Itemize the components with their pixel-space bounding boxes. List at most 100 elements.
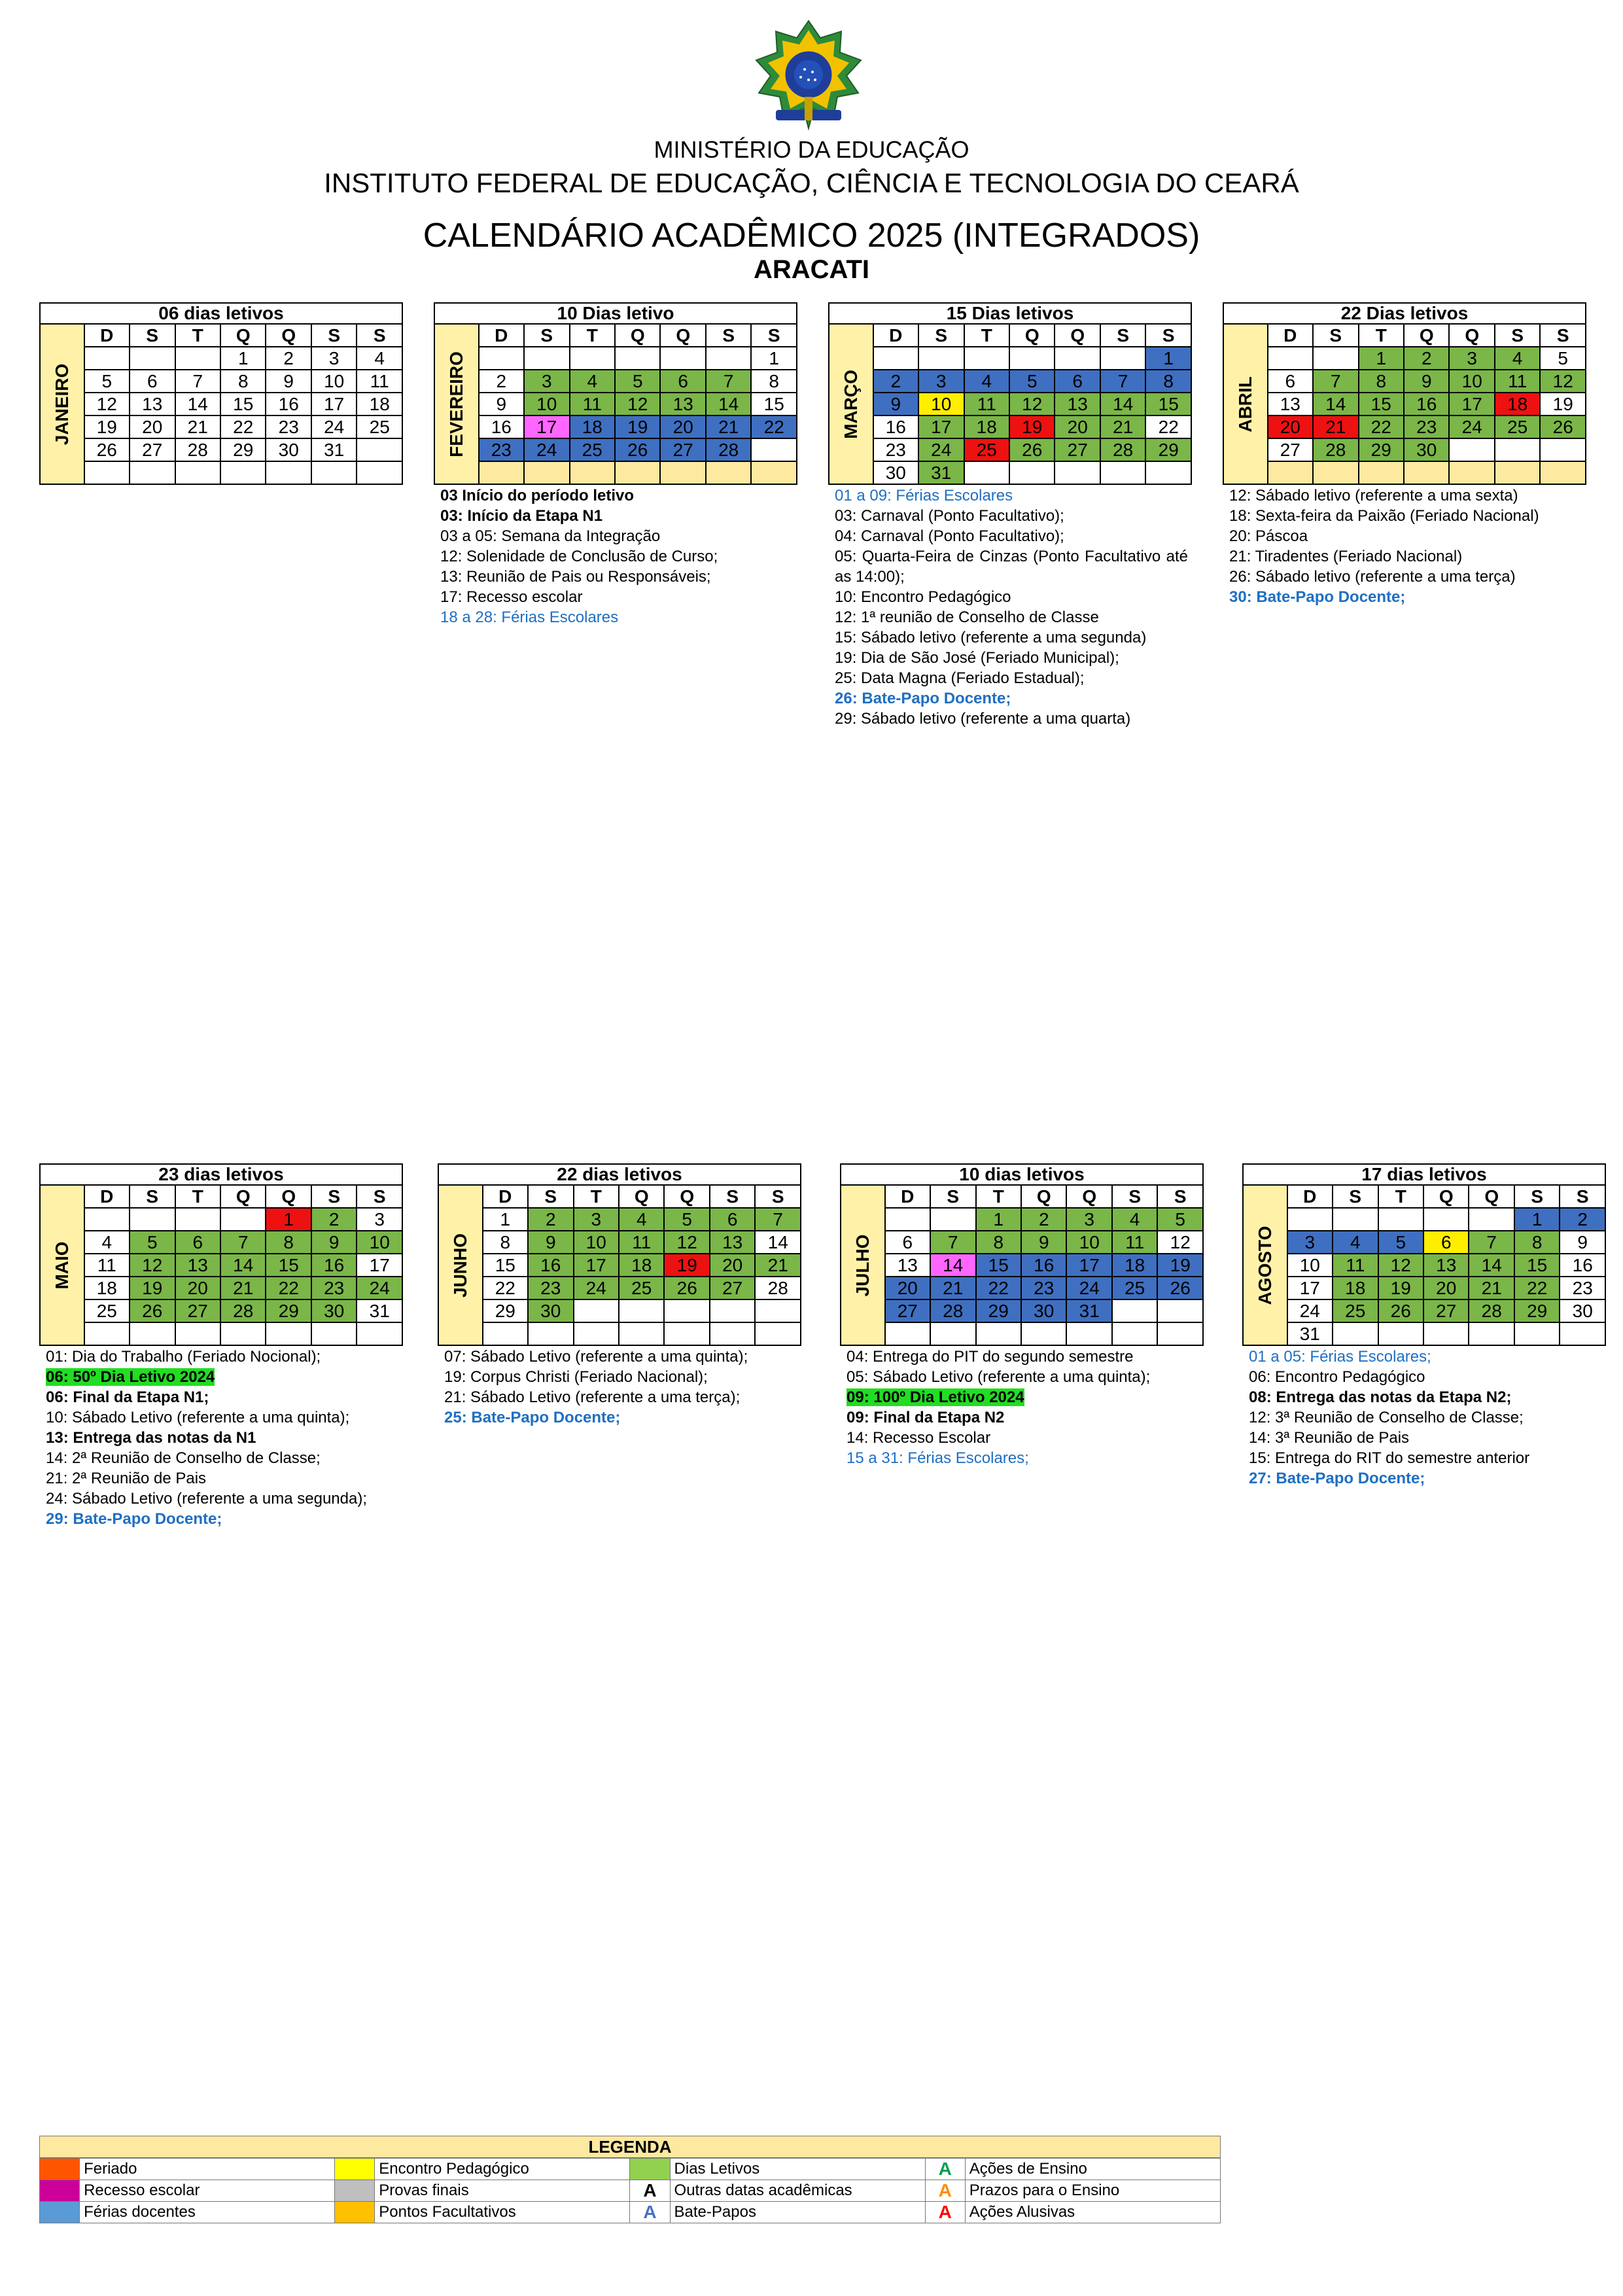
calendar-note: 03 Início do período letivo (440, 487, 635, 504)
day-cell: 11 (1332, 1253, 1379, 1277)
weekday-header: Q (1054, 323, 1101, 347)
month-name-label: JULHO (852, 1234, 873, 1296)
legend-label: Provas finais (374, 2180, 631, 2202)
day-cell: 27 (174, 1299, 221, 1323)
empty-cell (884, 1207, 932, 1231)
day-cell: 20 (174, 1276, 221, 1300)
day-cell: 16 (872, 415, 920, 439)
legend-label: Ações de Ensino (964, 2158, 1221, 2180)
empty-cell (310, 461, 358, 485)
weekday-header: Q (1403, 323, 1450, 347)
calendar-note: 15 a 31: Férias Escolares; (846, 1449, 1029, 1467)
calendar-note: 06: Encontro Pedagógico (1249, 1368, 1425, 1386)
day-cell: 22 (265, 1276, 312, 1300)
weekday-header: Q (659, 323, 707, 347)
day-cell: 14 (754, 1230, 801, 1254)
calendar-note: 14: 2ª Reunião de Conselho de Classe; (46, 1449, 321, 1467)
institute-title: INSTITUTO FEDERAL DE EDUCAÇÃO, CIÊNCIA E… (324, 168, 1299, 198)
empty-cell (1145, 461, 1192, 485)
day-cell: 22 (1357, 415, 1405, 439)
month-name: AGOSTO (1242, 1184, 1287, 1346)
day-cell: 23 (872, 438, 920, 462)
day-cell: 28 (930, 1299, 977, 1323)
empty-cell (1066, 1322, 1113, 1346)
day-cell: 20 (1054, 415, 1101, 439)
weekday-header: T (1357, 323, 1405, 347)
month-block-abril: 22 Dias letivos ABRIL D S T Q Q S S 1 2 3 4 5 6 7 8 9 10 11… (1223, 302, 1586, 485)
legend-label: Dias Letivos (669, 2158, 926, 2180)
empty-cell (1539, 461, 1586, 485)
day-cell: 5 (614, 369, 661, 393)
weekday-header: T (174, 323, 221, 347)
empty-cell (1312, 461, 1359, 485)
day-cell: 4 (83, 1230, 131, 1254)
empty-cell (1422, 1207, 1470, 1231)
day-cell: 9 (478, 392, 525, 416)
day-cell: 23 (310, 1276, 358, 1300)
empty-cell (884, 1322, 932, 1346)
empty-cell (219, 461, 267, 485)
month-name: JUNHO (438, 1184, 482, 1346)
day-cell: 5 (83, 369, 131, 393)
legend-swatch (334, 2158, 375, 2180)
day-cell: 24 (310, 415, 358, 439)
day-cell: 23 (527, 1276, 574, 1300)
notes-marco: 01 a 09: Férias Escolares 03: Carnaval (P… (835, 486, 1188, 729)
weekday-header: D (481, 1184, 529, 1209)
day-cell: 5 (1157, 1207, 1204, 1231)
empty-cell (1357, 461, 1405, 485)
day-cell: 9 (527, 1230, 574, 1254)
day-cell: 3 (523, 369, 570, 393)
day-cell: 8 (1513, 1230, 1561, 1254)
empty-cell (1286, 1207, 1334, 1231)
day-cell: 31 (356, 1299, 403, 1323)
empty-cell (663, 1299, 710, 1323)
day-cell: 19 (129, 1276, 176, 1300)
day-cell: 27 (1054, 438, 1101, 462)
month-name-label: ABRIL (1234, 376, 1255, 433)
month-name: ABRIL (1223, 323, 1267, 485)
day-cell: 7 (930, 1230, 977, 1254)
notes-agosto: 01 a 05: Férias Escolares; 06: Encontro P… (1249, 1347, 1615, 1489)
month-name: JULHO (840, 1184, 884, 1346)
day-cell: 23 (478, 438, 525, 462)
day-cell: 24 (572, 1276, 620, 1300)
calendar-note: 12: Solenidade de Conclusão de Curso; (440, 548, 718, 565)
day-cell: 7 (219, 1230, 267, 1254)
legend-title: LEGENDA (39, 2136, 1221, 2158)
day-cell: 18 (356, 392, 403, 416)
day-cell: 18 (568, 415, 616, 439)
empty-cell (1377, 1207, 1424, 1231)
day-cell: 1 (1357, 346, 1405, 370)
month-letivos-count: 23 dias letivos (39, 1163, 403, 1184)
empty-cell (527, 1322, 574, 1346)
day-cell: 24 (356, 1276, 403, 1300)
day-cell: 24 (523, 438, 570, 462)
day-cell: 21 (1099, 415, 1147, 439)
month-grid: D S T Q Q S S 1 2 3 4 5 6 7 8 9 10 11 12 13 14 15 16 17 18 19 20 21… (884, 1184, 1204, 1346)
calendar-note: 09: Final da Etapa N2 (846, 1409, 1005, 1426)
day-cell: 27 (1266, 438, 1314, 462)
legend-letter-marker: A (924, 2201, 966, 2223)
empty-cell (1493, 438, 1541, 462)
empty-cell (129, 1207, 176, 1231)
calendar-note: 04: Carnaval (Ponto Facultativo); (835, 527, 1064, 545)
day-cell: 13 (659, 392, 707, 416)
weekday-header: Q (614, 323, 661, 347)
day-cell: 14 (1468, 1253, 1515, 1277)
weekday-header: Q (618, 1184, 665, 1209)
month-name-label: JANEIRO (51, 363, 72, 445)
month-name-label: FEVEREIRO (445, 351, 466, 457)
notes-fevereiro: 03 Início do período letivo 03: Início da… (440, 486, 807, 627)
weekday-header: T (568, 323, 616, 347)
empty-cell (1008, 346, 1056, 370)
day-cell: 29 (481, 1299, 529, 1323)
day-cell: 17 (918, 415, 965, 439)
day-cell: 7 (754, 1207, 801, 1231)
empty-cell (310, 1322, 358, 1346)
day-cell: 12 (1008, 392, 1056, 416)
calendar-note: 29: Bate-Papo Docente; (46, 1510, 222, 1528)
day-cell: 1 (481, 1207, 529, 1231)
day-cell: 1 (265, 1207, 312, 1231)
day-cell: 25 (1111, 1276, 1159, 1300)
